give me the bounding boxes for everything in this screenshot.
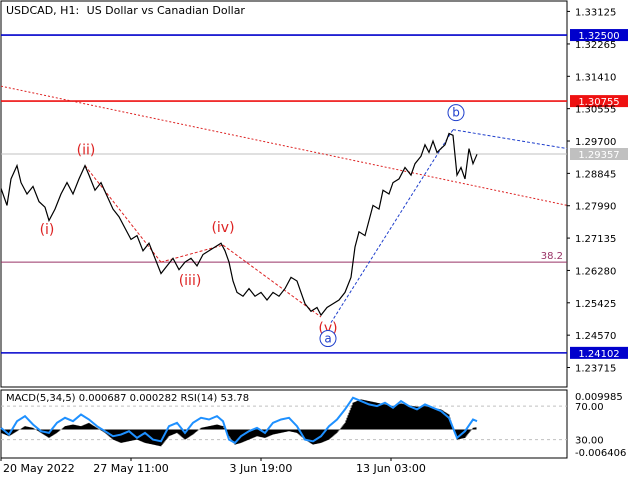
price-tick-label: 1.33125	[575, 7, 616, 18]
indicator-title: MACD(5,34,5) 0.000687 0.000282 RSI(14) 5…	[6, 393, 253, 404]
wave-label: (iv)	[211, 220, 234, 236]
price-tag-label: 1.32500	[578, 31, 619, 42]
indicator-label: MACD(5,34,5) 0.000687 0.000282 RSI(14) 5…	[6, 393, 250, 404]
rsi-line	[0, 396, 478, 445]
price-tick-label: 1.25425	[575, 299, 616, 310]
time-tick-label: 3 Jun 19:00	[230, 462, 293, 475]
wave-label: (i)	[40, 222, 55, 238]
symbol-description: US Dollar vs Canadian Dollar	[86, 4, 245, 17]
price-tag-label: 1.30755	[578, 97, 619, 108]
trendline-5	[452, 129, 568, 150]
chart-title: USDCAD, H1: US Dollar vs Canadian Dollar	[6, 4, 249, 17]
trendline-4	[330, 129, 454, 323]
indicator-tick-label: -0.006406	[575, 448, 626, 459]
indicator-tick-label: 0.009985	[575, 392, 623, 403]
price-tag-label: 1.29357	[578, 150, 619, 161]
price-tag-bg-0	[570, 29, 628, 42]
time-tick-label: 13 Jun 03:00	[356, 462, 426, 475]
price-tick-label: 1.27990	[575, 202, 616, 213]
price-tick-label: 1.26280	[575, 266, 616, 277]
symbol-label: USDCAD, H1:	[6, 4, 80, 17]
indicator-tick-label: 70.00	[575, 402, 604, 413]
price-tag-bg-1	[570, 95, 628, 108]
price-tick-label: 1.31410	[575, 72, 616, 83]
price-tag-bg-4	[570, 346, 628, 359]
trendline-2	[160, 244, 224, 263]
trendline-1	[84, 165, 162, 263]
wave-label: b	[452, 106, 460, 120]
price-tag-label: 1.24102	[578, 349, 619, 360]
wave-label: a	[324, 332, 331, 346]
main-panel-frame	[0, 0, 568, 388]
wave-circle-5	[319, 330, 337, 348]
wave-label: (iii)	[179, 273, 202, 289]
price-tick-label: 1.32265	[575, 40, 616, 51]
time-tick-label: 20 May 2022	[3, 462, 75, 475]
price-tick-label: 1.23715	[575, 364, 616, 375]
trendline-0	[0, 85, 568, 206]
wave-circle-6	[447, 104, 465, 122]
price-tick-label: 1.29700	[575, 137, 616, 148]
price-tick-label: 1.24570	[575, 331, 616, 342]
wave-label: (ii)	[77, 142, 96, 158]
price-tag-bg-2	[570, 147, 628, 160]
price-line	[0, 132, 478, 317]
trendline-3	[222, 244, 322, 318]
price-tick-label: 1.30555	[575, 105, 616, 116]
fib-level-label: 38.2	[541, 251, 563, 262]
time-tick-label: 27 May 11:00	[93, 462, 168, 475]
price-tick-label: 1.28845	[575, 169, 616, 180]
price-tick-label: 1.27135	[575, 234, 616, 245]
indicator-tick-label: 30.00	[575, 436, 604, 447]
